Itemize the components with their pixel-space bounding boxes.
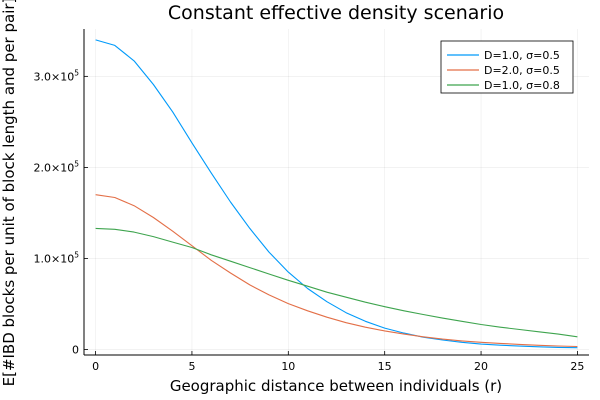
chart-title: Constant effective density scenario (168, 2, 504, 24)
x-tick-label: 15 (378, 360, 392, 373)
y-axis-label: E[#IBD blocks per unit of block length a… (0, 0, 18, 386)
x-tick-label: 5 (188, 360, 195, 373)
x-tick-label: 0 (92, 360, 99, 373)
x-tick-labels: 0 5 10 15 20 25 (92, 360, 584, 373)
x-axis-label: Geographic distance between individuals … (170, 377, 502, 395)
x-tick-label: 20 (474, 360, 488, 373)
legend-label: D=2.0, σ=0.5 (484, 64, 560, 77)
axes-layer (83, 29, 589, 356)
x-tick-label: 10 (281, 360, 295, 373)
y-tick-label: 0 (72, 344, 79, 357)
series-line (95, 227, 578, 338)
legend-label: D=1.0, σ=0.8 (484, 79, 560, 92)
series-line (95, 194, 578, 348)
legend-items: D=1.0, σ=0.5 D=2.0, σ=0.5 D=1.0, σ=0.8 (447, 49, 560, 92)
legend: D=1.0, σ=0.5 D=2.0, σ=0.5 D=1.0, σ=0.8 (440, 40, 574, 94)
x-tick-label: 25 (570, 360, 584, 373)
y-tick-label: 2.0×105 (34, 159, 80, 174)
grid-layer (84, 29, 589, 355)
legend-box (440, 40, 574, 94)
y-tick-label: 1.0×105 (34, 250, 80, 265)
series-line (95, 39, 578, 349)
y-tick-labels: 0 1.0×105 2.0×105 3.0×105 (34, 68, 80, 356)
y-tick-label: 3.0×105 (34, 68, 80, 83)
series-layer (95, 39, 578, 349)
legend-label: D=1.0, σ=0.5 (484, 49, 560, 62)
